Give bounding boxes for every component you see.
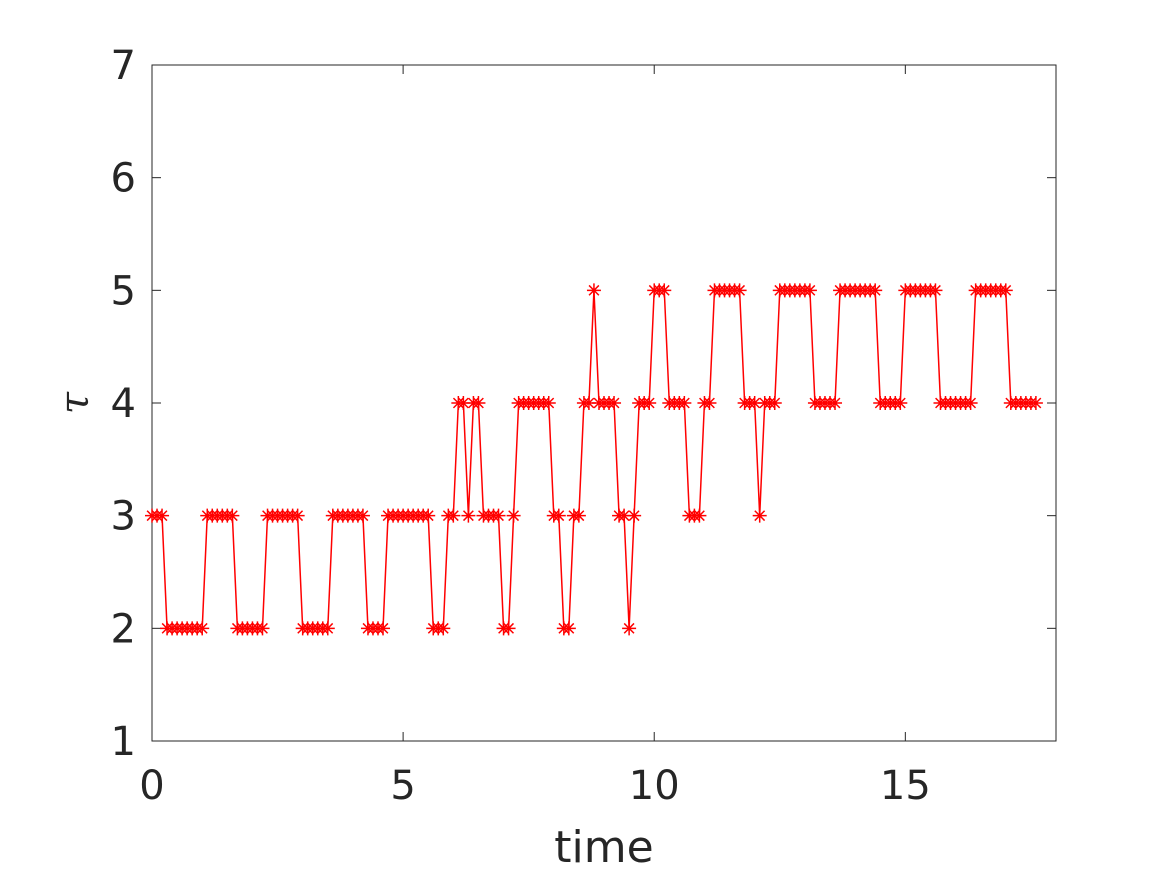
data-marker [551,508,566,523]
data-marker [320,621,335,636]
data-marker [155,508,170,523]
data-marker [767,396,782,410]
data-marker [376,621,391,636]
y-tick-label: 4 [111,381,136,427]
data-marker [290,508,305,523]
data-marker [828,396,843,410]
data-marker [436,621,451,636]
data-marker [541,396,556,410]
data-marker [255,621,270,636]
x-tick-label: 10 [629,763,680,809]
data-marker [471,396,486,410]
data-marker [747,396,762,410]
y-tick-label: 2 [111,606,136,652]
data-marker [627,508,642,523]
data-marker [928,283,943,298]
y-tick-label: 7 [111,43,136,89]
data-marker [998,283,1013,298]
data-marker [752,508,767,523]
data-marker [456,396,471,410]
data-marker [195,621,210,636]
data-marker [692,508,707,523]
data-marker [732,283,747,298]
data-marker [622,621,637,636]
data-marker [802,283,817,298]
x-tick-label: 5 [390,763,415,809]
data-marker [607,396,622,410]
data-marker [586,283,601,298]
y-tick-label: 1 [111,719,136,765]
data-marker [446,508,461,523]
data-marker [225,508,240,523]
y-tick-label: 5 [111,268,136,314]
y-axis-label: τ [52,391,98,414]
data-marker [868,283,883,298]
data-marker [461,508,476,523]
y-tick-label: 6 [111,156,136,202]
data-marker [702,396,717,410]
data-marker [501,621,516,636]
data-marker [581,396,596,410]
x-tick-label: 0 [139,763,164,809]
data-marker [642,396,657,410]
data-marker [963,396,978,410]
data-marker [561,621,576,636]
data-marker [421,508,436,523]
x-tick-label: 15 [880,763,931,809]
data-marker [893,396,908,410]
y-tick-label: 3 [111,494,136,540]
data-marker [677,396,692,410]
data-marker [1028,396,1043,410]
data-marker [355,508,370,523]
data-marker [506,508,521,523]
data-marker [491,508,506,523]
x-axis-label: time [554,822,653,873]
data-marker [657,283,672,298]
data-marker [571,508,586,523]
data-marker [617,508,632,523]
